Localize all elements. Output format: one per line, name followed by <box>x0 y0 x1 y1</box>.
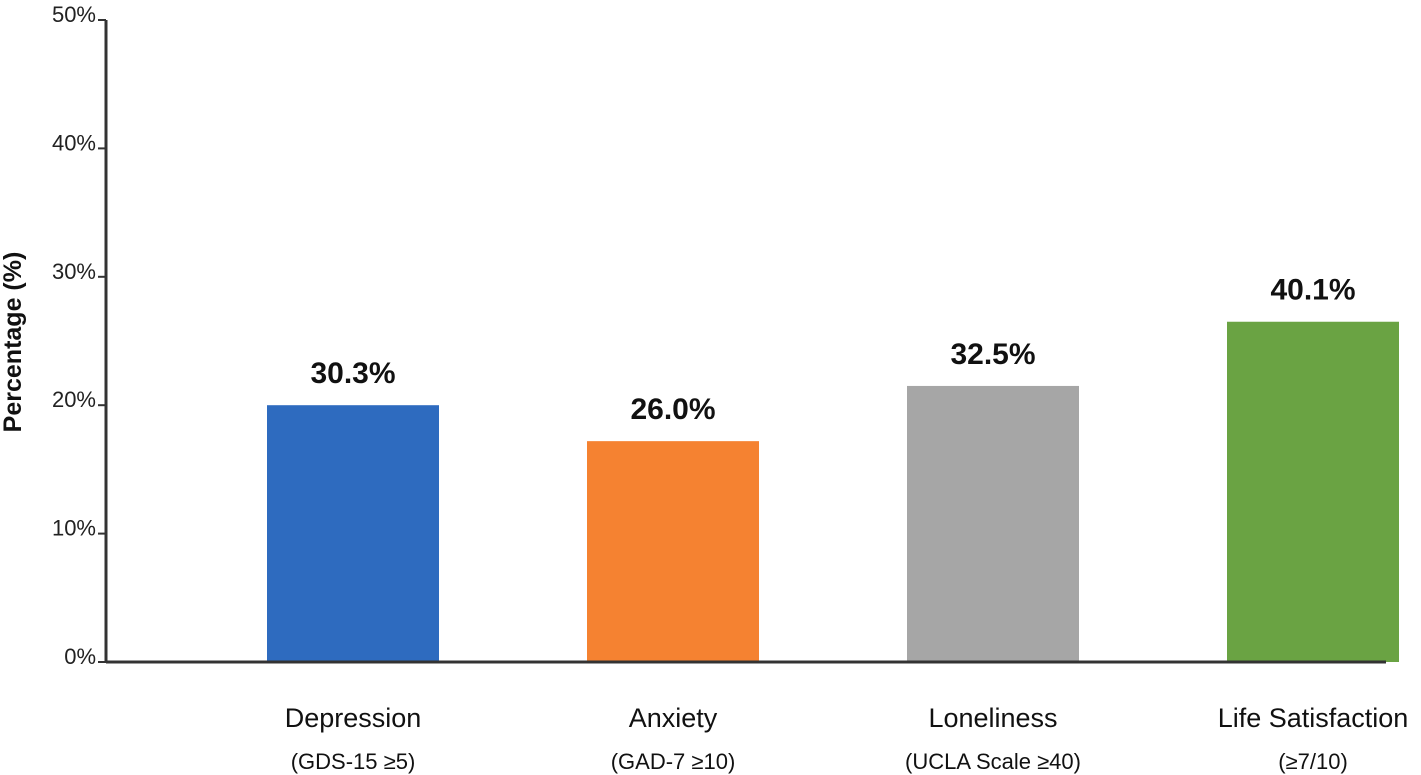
data-label: 30.3% <box>310 357 395 390</box>
x-tick-sublabel: (≥7/10) <box>1278 749 1348 774</box>
y-tick-label: 40% <box>52 130 96 155</box>
data-label: 40.1% <box>1270 274 1355 307</box>
data-label: 32.5% <box>950 338 1035 371</box>
x-tick-label: Loneliness <box>928 703 1057 733</box>
y-tick-label: 0% <box>64 644 96 669</box>
x-tick-label: Life Satisfaction <box>1218 703 1409 733</box>
x-tick-label: Anxiety <box>629 703 718 733</box>
data-label: 26.0% <box>630 393 715 426</box>
bar-depression <box>267 405 439 662</box>
x-tick-label: Depression <box>285 703 422 733</box>
y-tick-label: 10% <box>52 516 96 541</box>
y-tick-label: 20% <box>52 387 96 412</box>
bar-loneliness <box>907 385 1079 662</box>
bars <box>267 321 1399 662</box>
y-axis-ticks: 0% 10% 20% 30% 40% 50% <box>52 2 106 669</box>
y-tick-label: 30% <box>52 259 96 284</box>
x-tick-sublabel: (GAD-7 ≥10) <box>611 749 736 774</box>
data-labels: 30.3% 26.0% 32.5% 40.1% <box>310 274 1355 426</box>
x-tick-sublabel: (UCLA Scale ≥40) <box>905 749 1081 774</box>
y-tick-label: 50% <box>52 2 96 27</box>
x-tick-sublabel: (GDS-15 ≥5) <box>291 749 416 774</box>
bar-anxiety <box>587 441 759 662</box>
y-axis-label: Percentage (%) <box>0 252 27 433</box>
x-axis-labels: Depression (GDS-15 ≥5) Anxiety (GAD-7 ≥10) L… <box>285 703 1409 774</box>
bar-life-satisfaction <box>1227 321 1399 662</box>
